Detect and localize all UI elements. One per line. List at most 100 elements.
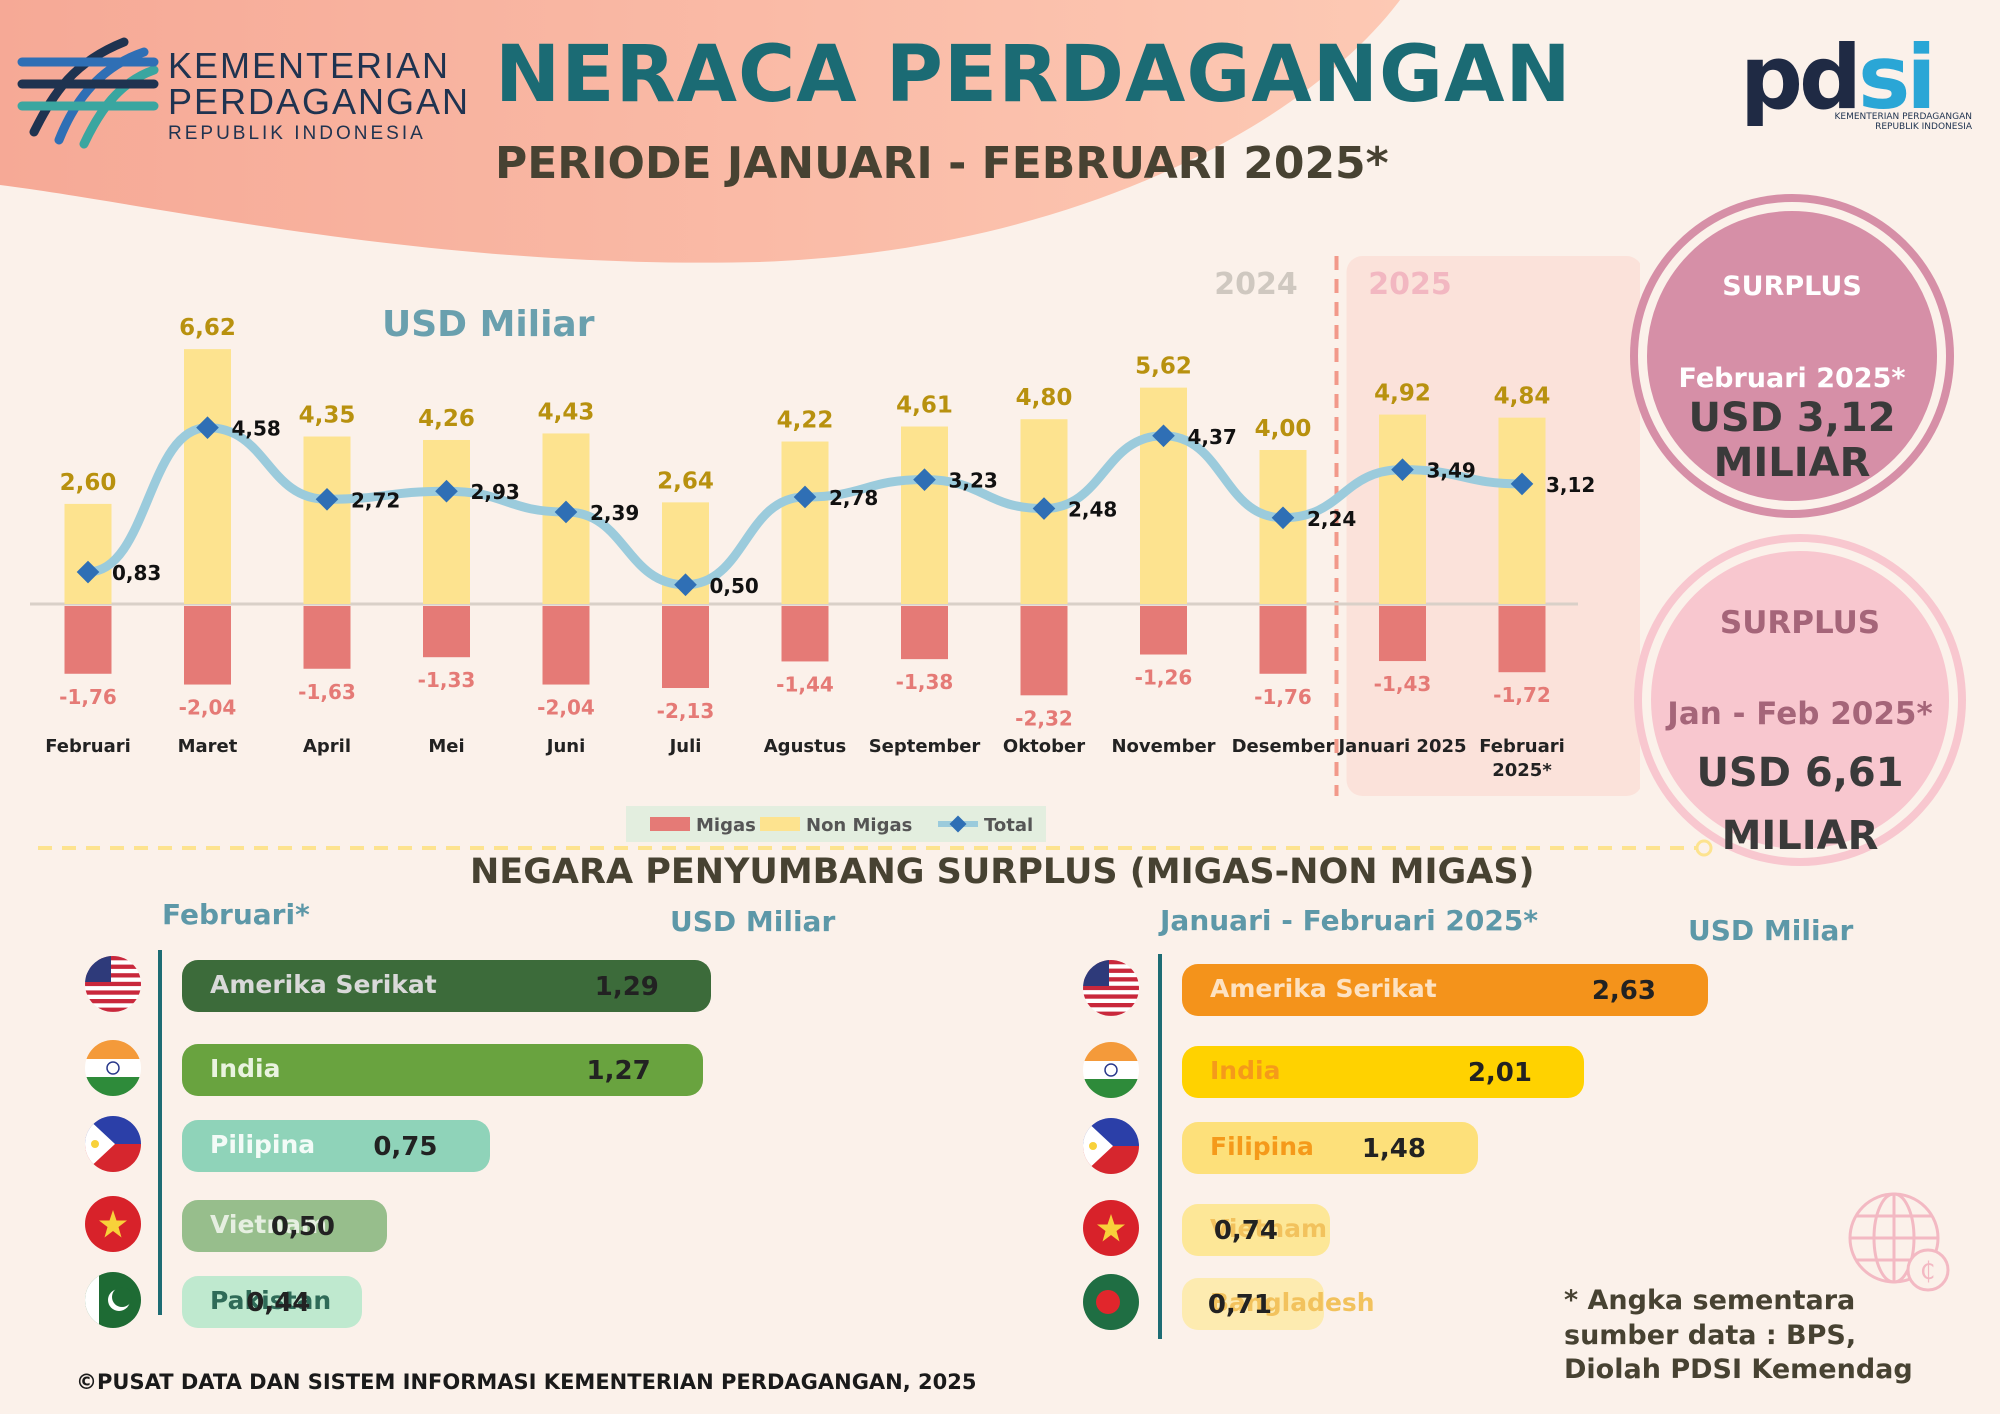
chart-unit-label: USD Miliar — [382, 304, 595, 345]
x-tick-label: Januari 2025 — [1336, 736, 1466, 757]
surplus-bar: Amerika Serikat 1,29 — [182, 960, 711, 1012]
legend-swatch — [650, 817, 690, 831]
x-tick-label: Agustus — [764, 736, 846, 757]
total-value-label: 2,78 — [829, 486, 878, 510]
total-value-label: 3,12 — [1546, 473, 1595, 497]
bar-country-label: India — [1210, 1056, 1281, 1085]
footer-copyright: ©PUSAT DATA DAN SISTEM INFORMASI KEMENTE… — [76, 1370, 977, 1394]
non-migas-bar — [1498, 417, 1546, 604]
migas-bar — [542, 606, 590, 685]
migas-bar — [64, 606, 112, 674]
surplus-janfeb-amount: USD 6,61 — [1696, 750, 1904, 797]
bangladesh-flag-icon — [1083, 1274, 1139, 1330]
non-migas-bar — [901, 426, 948, 604]
pdsi-caption: KEMENTERIAN PERDAGANGAN REPUBLIK INDONES… — [1822, 112, 1972, 133]
bar-value-label: 2,63 — [1591, 976, 1656, 1006]
india-flag-icon — [85, 1040, 141, 1096]
migas-value-label: -1,33 — [418, 668, 476, 692]
migas-bar — [1259, 606, 1307, 674]
year-label-2024: 2024 — [1214, 267, 1298, 302]
pdsi-caption-line2: REPUBLIK INDONESIA — [1875, 122, 1972, 133]
bar-country-label: India — [210, 1054, 281, 1083]
bar-value-label: 1,29 — [594, 972, 659, 1002]
surplus-janfeb-label2: Jan - Feb 2025* — [1667, 696, 1933, 733]
ministry-logo-text: KEMENTERIAN PERDAGANGAN REPUBLIK INDONES… — [168, 48, 471, 144]
migas-value-label: -2,13 — [657, 699, 715, 723]
migas-bar — [184, 606, 231, 685]
non-migas-value-label: 2,64 — [657, 468, 714, 494]
non-migas-bar — [64, 503, 112, 604]
legend-swatch — [760, 817, 800, 831]
migas-value-label: -1,72 — [1493, 683, 1551, 707]
x-tick-label: Juli — [668, 736, 702, 757]
migas-value-label: -1,38 — [896, 670, 954, 694]
bar-country-label: Filipina — [1210, 1132, 1314, 1161]
non-migas-value-label: 4,80 — [1016, 385, 1073, 411]
non-migas-bar — [423, 439, 470, 604]
migas-value-label: -1,26 — [1135, 666, 1193, 690]
pdsi-caption-line1: KEMENTERIAN PERDAGANGAN — [1834, 112, 1972, 122]
bar-value-label: 0,50 — [270, 1212, 335, 1242]
svg-text:pdsi: pdsi — [1740, 36, 1933, 126]
surplus-janfeb-label1: SURPLUS — [1719, 605, 1881, 641]
non-migas-value-label: 2,60 — [60, 470, 117, 496]
non-migas-bar — [781, 441, 829, 604]
bar-value-label: 1,48 — [1361, 1134, 1426, 1164]
bar-country-label: Amerika Serikat — [1210, 974, 1437, 1003]
right-panel-unit: USD Miliar — [1688, 914, 1854, 947]
legend-label: Total — [984, 815, 1033, 836]
migas-bar — [901, 606, 948, 660]
ministry-logo-icon — [17, 37, 159, 149]
bar-country-label: Bangladesh — [1210, 1288, 1375, 1317]
x-tick-label: Maret — [178, 736, 238, 757]
x-tick-label: Mei — [428, 736, 464, 757]
surplus-bar: Pakistan 0,44 — [182, 1276, 363, 1328]
surplus-feb-unit: MILIAR — [1713, 439, 1871, 486]
surplus-bar: India 1,27 — [182, 1044, 703, 1096]
bar-value-label: 2,01 — [1467, 1058, 1532, 1088]
total-value-label: 2,48 — [1068, 498, 1117, 522]
ministry-name-line2: PERDAGANGAN — [168, 81, 471, 122]
page-subtitle: PERIODE JANUARI - FEBRUARI 2025* — [495, 138, 1389, 189]
surplus-bar: Amerika Serikat 2,63 — [1182, 964, 1708, 1016]
right-panel-axis — [1158, 954, 1162, 1339]
svg-text:₵: ₵ — [1920, 1257, 1935, 1285]
migas-bar — [781, 606, 829, 662]
bar-country-label: Vietnam — [1210, 1214, 1328, 1243]
surplus-feb-card: SURPLUS Februari 2025* USD 3,12 MILIAR — [1638, 202, 1946, 510]
non-migas-value-label: 5,62 — [1135, 354, 1192, 380]
bar-country-label: Amerika Serikat — [210, 970, 437, 999]
surplus-janfeb-card: SURPLUS Jan - Feb 2025* USD 6,61 MILIAR — [1642, 542, 1958, 858]
total-series-line — [83, 423, 1527, 590]
india-flag-icon — [1083, 1042, 1139, 1098]
total-value-label: 2,93 — [471, 480, 520, 504]
note-processed: Diolah PDSI Kemendag — [1564, 1354, 1913, 1386]
total-value-label: 3,49 — [1427, 459, 1476, 483]
total-value-label: 2,39 — [590, 501, 639, 525]
non-migas-bar — [184, 349, 231, 604]
total-value-label: 2,24 — [1307, 507, 1356, 531]
bar-country-label: Vietnam — [210, 1210, 328, 1239]
bar-value-label: 0,74 — [1213, 1216, 1278, 1246]
surplus-bar: Filipina 1,48 — [1182, 1122, 1478, 1174]
x-tick-label: 2025* — [1492, 760, 1552, 781]
x-tick-label: Juni — [545, 736, 586, 757]
philippines-flag-icon — [85, 1116, 141, 1172]
pakistan-flag-icon — [85, 1272, 141, 1328]
x-tick-label: Februari — [45, 736, 131, 757]
total-value-label: 3,23 — [949, 469, 998, 493]
vietnam-flag-icon — [85, 1196, 141, 1252]
migas-bar — [662, 606, 709, 689]
total-point — [196, 416, 219, 439]
x-tick-label: Desember — [1232, 736, 1335, 757]
total-point — [1391, 458, 1414, 481]
bar-value-label: 1,27 — [586, 1056, 651, 1086]
x-tick-label: September — [869, 736, 981, 757]
total-value-label: 4,37 — [1188, 425, 1237, 449]
data-notes: * Angka sementara sumber data : BPS, Dio… — [1564, 1284, 1913, 1388]
note-source: sumber data : BPS, — [1564, 1319, 1857, 1351]
vietnam-flag-icon — [1083, 1200, 1139, 1256]
total-point — [913, 468, 936, 491]
non-migas-value-label: 4,22 — [777, 408, 834, 434]
surplus-feb-label2: Februari 2025* — [1678, 363, 1906, 395]
